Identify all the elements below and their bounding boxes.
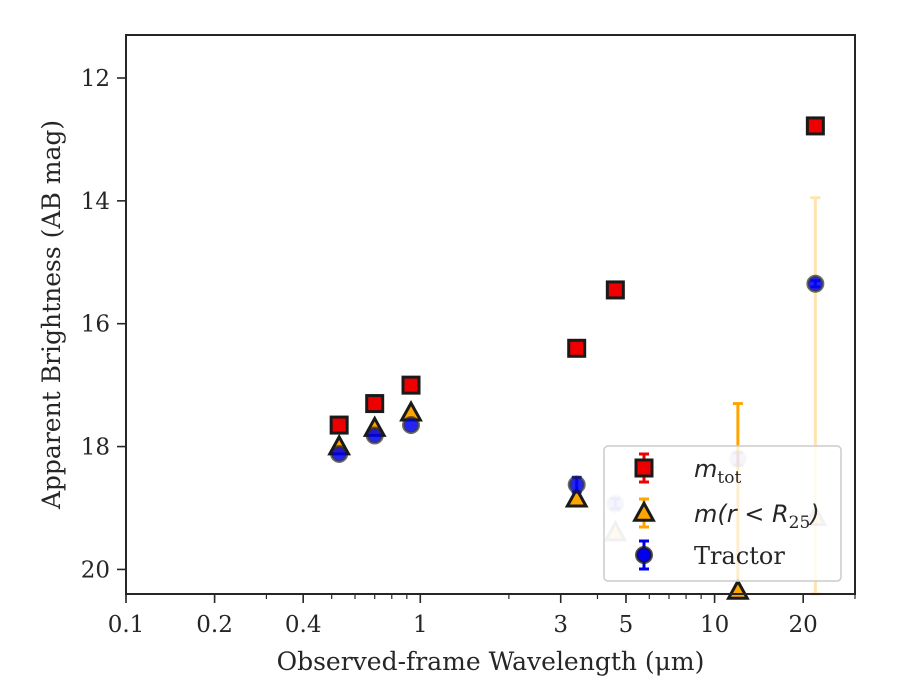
legend-label-main: m <box>694 455 717 483</box>
y-axis-label: Apparent Brightness (AB mag) <box>37 120 66 510</box>
x-tick-label: 5 <box>619 612 634 638</box>
legend-marker <box>634 458 654 478</box>
tractor-point <box>567 475 586 494</box>
legend-label-subscript: 25 <box>789 513 811 533</box>
m-tot-point <box>605 280 625 300</box>
legend-marker <box>635 546 653 564</box>
plot-frame <box>125 34 856 595</box>
tractor-point <box>365 426 384 445</box>
y-tick-label: 18 <box>81 435 110 461</box>
tractor-point <box>402 416 421 435</box>
axes-layer: 0.1 0.2 0.4 1 3 5 10 20 12 14 16 18 20 <box>81 34 856 638</box>
legend-marker <box>632 500 656 522</box>
tractor-point <box>330 444 349 463</box>
legend: mtot m(r < R25) Tractor <box>603 445 842 582</box>
x-tick-label: 3 <box>553 612 568 638</box>
x-tick-label: 0.4 <box>285 612 322 638</box>
y-tick-label: 14 <box>81 189 110 215</box>
x-tick-label: 20 <box>789 612 818 638</box>
legend-label-main: m(r < R <box>694 500 789 528</box>
legend-label-subscript: tot <box>717 468 741 488</box>
y-tick-label: 16 <box>81 312 110 338</box>
tractor-point <box>806 274 825 293</box>
legend-label: Tractor <box>694 542 785 570</box>
legend-label-tail: ) <box>808 500 819 528</box>
x-tick-label: 0.2 <box>196 612 233 638</box>
m-tot-point <box>567 338 587 358</box>
m-tot-point <box>329 415 349 435</box>
y-tick-label: 12 <box>81 66 110 92</box>
m-r25-point <box>564 485 589 508</box>
x-tick-label: 0.1 <box>108 612 145 638</box>
y-tick-label: 20 <box>81 557 110 583</box>
m-tot-point <box>805 116 825 136</box>
m-tot-point <box>365 394 385 414</box>
legend-label: m(r < R25) <box>694 500 820 533</box>
series-m-tot <box>329 116 825 435</box>
x-axis-label: Observed-frame Wavelength (μm) <box>277 647 705 676</box>
legend-entry-m-r25: m(r < R25) <box>632 497 820 533</box>
legend-entry-tractor: Tractor <box>635 539 785 571</box>
legend-entry-m-tot: mtot <box>634 452 741 488</box>
x-tick-label: 10 <box>700 612 729 638</box>
legend-label: mtot <box>694 455 741 488</box>
m-tot-point <box>401 375 421 395</box>
legend-frame <box>603 445 842 582</box>
x-tick-label: 1 <box>413 612 428 638</box>
